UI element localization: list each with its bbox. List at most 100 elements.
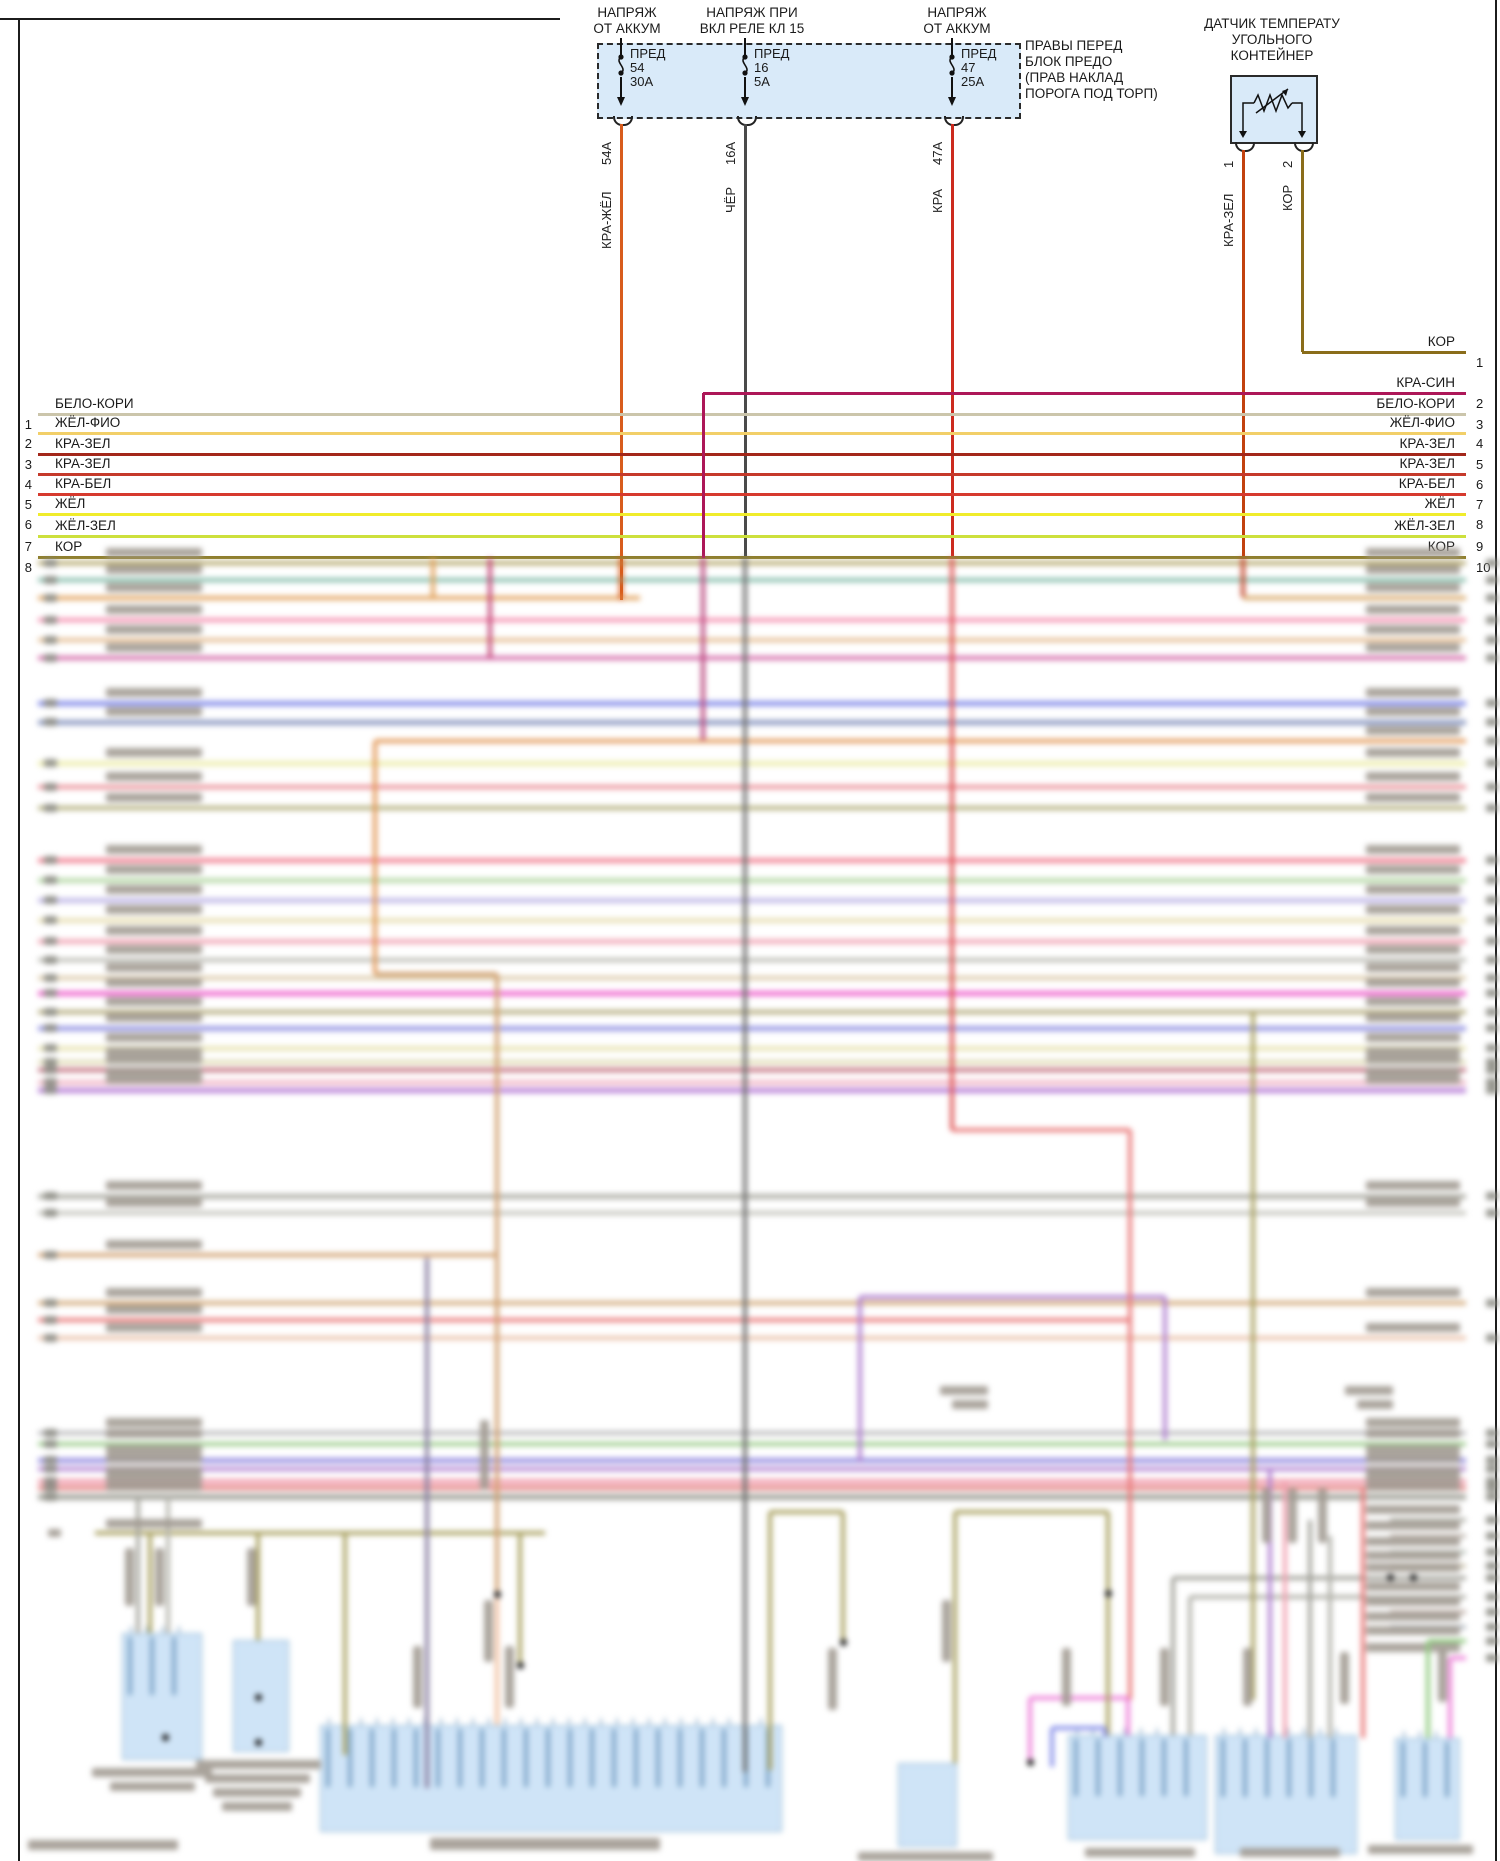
blurred-wire-vertical [1188, 1597, 1192, 1735]
blurred-left-label [106, 1323, 202, 1332]
wire-row-1 [1302, 350, 1466, 354]
blurred-right-label [1366, 688, 1460, 697]
wire-row-left-number: 2 [24, 436, 32, 451]
blurred-right-label [1366, 1429, 1460, 1438]
blurred-wire-row [38, 1301, 1466, 1305]
wire-row-left-number: 6 [24, 517, 32, 532]
blurred-right-label [1366, 1505, 1460, 1514]
blurred-wire-vertical [1283, 1481, 1287, 1738]
splice-dot-icon [493, 1590, 501, 1598]
blurred-wire-row [38, 1457, 1466, 1463]
blurred-wire-row [1030, 1696, 1128, 1700]
blurred-wire-vertical [1171, 1578, 1175, 1735]
wire-row-left-label: КРА-ЗЕЛ [55, 436, 111, 451]
blurred-left-number [44, 1024, 57, 1032]
blurred-left-number [44, 1334, 57, 1342]
blurred-right-number [1486, 937, 1498, 945]
blurred-wire-row [38, 1068, 1466, 1072]
blurred-wire-row [955, 1510, 1108, 1514]
blurred-wire-vertical [1448, 1658, 1452, 1738]
blurred-left-number [44, 718, 57, 726]
wire-row-right-label: КРА-СИН [1396, 375, 1455, 390]
blurred-wire-vertical [1241, 557, 1245, 597]
blurred-wire-row [375, 972, 497, 976]
blurred-right-label [1366, 1198, 1460, 1207]
blurred-wire-vertical [858, 1297, 862, 1462]
blurred-wire-row [38, 1193, 1466, 1199]
wire-row-right-number: 2 [1476, 396, 1484, 411]
blurred-right-label [1366, 583, 1460, 592]
blurred-right-number [1486, 1429, 1498, 1437]
blurred-wire-row [38, 760, 1466, 766]
blurred-left-number [44, 1456, 57, 1464]
blurred-left-label [106, 1055, 202, 1064]
fuse-47-lead-bottom [951, 77, 953, 97]
page-border-right [1495, 0, 1497, 1861]
wire-row-left-label: КОР [55, 539, 83, 554]
blurred-right-number [1486, 1593, 1498, 1601]
blurred-wire-row [38, 1079, 1466, 1085]
blurred-left-label [106, 1445, 202, 1454]
blurred-left-number [44, 559, 57, 567]
corner-wire-1 [701, 393, 705, 558]
fuse-54-lead-top [620, 38, 622, 57]
fuse-16-fuse-icon [737, 53, 753, 77]
blurred-wire-row [38, 1025, 1466, 1031]
blurred-wire-row [95, 1531, 545, 1535]
blurred-wire-row [38, 618, 1466, 622]
fuse-47-connector-icon [944, 116, 964, 126]
blurred-left-label [106, 548, 202, 557]
fuse-box-note: ПРАВЫ ПЕРЕД БЛОК ПРЕДО (ПРАВ НАКЛАД ПОРО… [1025, 38, 1158, 101]
blurred-caption [213, 1788, 301, 1797]
blurred-wire-row [38, 958, 1466, 962]
splice-dot-icon [839, 1638, 847, 1646]
blurred-wire-row [38, 1467, 1466, 1471]
wire-row-right-label: ЖЁЛ-ФИО [1389, 415, 1455, 430]
blurred-right-number [1486, 718, 1498, 726]
blurred-left-label [106, 583, 202, 592]
wire-row-right-label: ЖЁЛ [1424, 496, 1455, 511]
fuse-54-wire [619, 124, 623, 600]
blurred-wire-row [1390, 1518, 1466, 1522]
blurred-right-label [1366, 1418, 1460, 1427]
wire-row-left-number: 8 [24, 560, 32, 575]
blurred-right-number [1486, 783, 1498, 791]
blurred-left-label [106, 565, 202, 574]
wire-row-2 [703, 391, 1466, 395]
blurred-right-label [1366, 963, 1460, 972]
blurred-right-number [1486, 1299, 1498, 1307]
blurred-left-label [106, 1305, 202, 1314]
blurred-left-number [44, 1299, 57, 1307]
sensor-thermistor-icon [1230, 75, 1314, 140]
blurred-left-label [106, 1454, 202, 1463]
blurred-right-number [1486, 559, 1498, 567]
blurred-right-number [1486, 1623, 1498, 1631]
component-box-bumps [1076, 1728, 1197, 1735]
component-box-pins [1074, 1739, 1199, 1796]
blurred-right-label [1366, 726, 1460, 735]
blurred-wire-row [38, 897, 1466, 903]
blurred-right-number [1486, 616, 1498, 624]
blurred-right-number [1486, 1044, 1498, 1052]
blurred-caption [1240, 1848, 1340, 1857]
blurred-left-label [106, 688, 202, 697]
fuse-16-wire [743, 124, 747, 558]
blurred-wire-vertical [495, 974, 499, 1594]
wire-row-left-number: 7 [24, 539, 32, 554]
fuse-54-lead-bottom [620, 77, 622, 97]
component-box-pins [1221, 1739, 1349, 1797]
blurred-right-label [1366, 1445, 1460, 1454]
blurred-left-label [106, 748, 202, 757]
blurred-left-label [106, 625, 202, 634]
blurred-wire-row [38, 1318, 1130, 1322]
wire-row-right-number: 6 [1476, 477, 1484, 492]
wire-row-right-label: ЖЁЛ-ЗЕЛ [1394, 518, 1455, 533]
blurred-wire-row [38, 938, 1466, 944]
blurred-vertical-label [505, 1646, 514, 1708]
blurred-left-number [44, 1086, 57, 1094]
blurred-right-label [1366, 885, 1460, 894]
blurred-right-label [1366, 1055, 1460, 1064]
blurred-left-label [106, 1429, 202, 1438]
blurred-right-label [1366, 1551, 1460, 1560]
